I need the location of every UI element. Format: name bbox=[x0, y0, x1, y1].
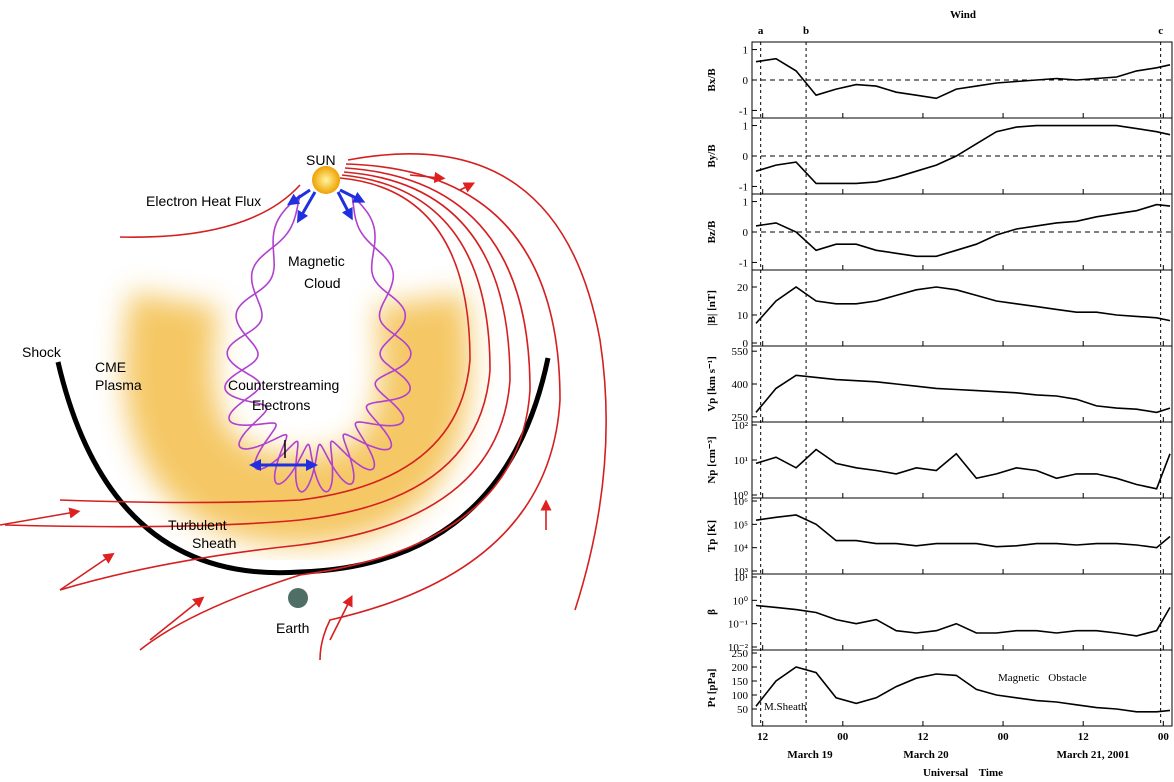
y-tick-label: 10⁰ bbox=[733, 490, 749, 502]
y-tick-label: -1 bbox=[739, 257, 748, 269]
y-tick-label: 10⁶ bbox=[733, 496, 748, 508]
annotation: Magnetic Obstacle bbox=[998, 672, 1087, 684]
label: SUN bbox=[306, 152, 336, 168]
panel-frame bbox=[751, 269, 1173, 347]
y-tick-label: 10⁰ bbox=[733, 595, 749, 607]
date-label: March 19 bbox=[787, 749, 833, 761]
shock-front bbox=[55, 357, 551, 576]
event-label: a bbox=[758, 25, 764, 37]
cme-diagram: SUN Electron Heat Flux Magnetic Cloud Sh… bbox=[0, 152, 607, 661]
y-tick-label: 10⁴ bbox=[733, 543, 748, 555]
y-tick-label: 0 bbox=[743, 151, 749, 163]
y-tick-label: -1 bbox=[739, 181, 748, 193]
panel-frame bbox=[751, 497, 1173, 575]
label: Magnetic bbox=[288, 253, 345, 269]
x-tick-label: 00 bbox=[1158, 731, 1170, 743]
x-tick-label: 12 bbox=[757, 731, 769, 743]
label: CME bbox=[95, 359, 126, 375]
y-tick-label: 10¹ bbox=[734, 572, 748, 584]
label: Plasma bbox=[95, 377, 142, 393]
y-tick-label: 200 bbox=[732, 662, 749, 674]
y-axis-label: Tp [K] bbox=[706, 520, 718, 552]
field-lines bbox=[0, 153, 607, 661]
y-tick-label: 550 bbox=[732, 346, 749, 358]
event-label: c bbox=[1158, 25, 1163, 37]
y-tick-label: 20 bbox=[737, 282, 749, 294]
data-line bbox=[755, 374, 1171, 414]
panel-frame bbox=[751, 345, 1173, 423]
y-axis-label: Np [cm⁻³] bbox=[706, 436, 718, 483]
chart-title: Wind bbox=[950, 9, 976, 21]
label: Electrons bbox=[252, 397, 310, 413]
label: Earth bbox=[276, 620, 309, 636]
wind-time-series: -1 0 1 Bx/B -1 0 1 By/B -1 0 1 Bz/B 0 10 20 |B| [nT] 250… bbox=[706, 9, 1173, 779]
y-tick-label: 1 bbox=[743, 121, 749, 133]
y-tick-label: -1 bbox=[739, 105, 748, 117]
data-line bbox=[755, 666, 1171, 713]
y-tick-label: 10⁻² bbox=[728, 642, 749, 654]
y-tick-label: 0 bbox=[743, 75, 749, 87]
y-tick-label: 1 bbox=[743, 197, 749, 209]
y-axis-label: Bx/B bbox=[706, 68, 718, 92]
y-axis-label: By/B bbox=[706, 144, 718, 168]
event-label: b bbox=[803, 25, 809, 37]
annotation: M.Sheath bbox=[764, 701, 807, 713]
panel-frame bbox=[751, 649, 1173, 727]
label: Turbulent bbox=[168, 517, 227, 533]
y-tick-label: 10¹ bbox=[734, 455, 748, 467]
data-line bbox=[755, 57, 1171, 100]
data-line bbox=[755, 514, 1171, 549]
label: Electron Heat Flux bbox=[146, 193, 261, 209]
data-line bbox=[755, 286, 1171, 324]
y-tick-label: 10⁻¹ bbox=[728, 619, 748, 631]
x-tick-label: 00 bbox=[998, 731, 1010, 743]
y-tick-label: 10 bbox=[737, 310, 749, 322]
y-tick-label: 0 bbox=[743, 338, 749, 350]
y-tick-label: 250 bbox=[732, 648, 749, 660]
label: Counterstreaming bbox=[228, 377, 339, 393]
y-axis-label: Vp [km s⁻¹] bbox=[706, 356, 718, 412]
y-tick-label: 150 bbox=[732, 676, 749, 688]
y-tick-label: 10⁵ bbox=[733, 519, 748, 531]
earth bbox=[288, 588, 308, 608]
y-tick-label: 50 bbox=[737, 704, 749, 716]
data-line bbox=[755, 203, 1171, 258]
label: Shock bbox=[22, 344, 62, 360]
x-axis-label: Universal Time bbox=[923, 767, 1003, 779]
y-axis-label: β bbox=[706, 609, 718, 615]
x-tick-label: 12 bbox=[1078, 731, 1090, 743]
y-tick-label: 1 bbox=[743, 45, 749, 57]
x-tick-label: 12 bbox=[917, 731, 929, 743]
electron-arrows bbox=[249, 188, 366, 471]
label: Sheath bbox=[192, 535, 236, 551]
y-tick-label: 10³ bbox=[734, 566, 749, 578]
x-tick-label: 00 bbox=[837, 731, 849, 743]
y-tick-label: 0 bbox=[743, 227, 749, 239]
date-label: March 20 bbox=[903, 749, 949, 761]
y-tick-label: 400 bbox=[732, 379, 749, 391]
data-line bbox=[755, 448, 1171, 490]
y-tick-label: 250 bbox=[732, 412, 749, 424]
data-line bbox=[755, 604, 1171, 637]
label: Cloud bbox=[304, 275, 341, 291]
y-axis-label: |B| [nT] bbox=[706, 290, 718, 326]
y-tick-label: 100 bbox=[732, 690, 749, 702]
date-label: March 21, 2001 bbox=[1057, 749, 1130, 761]
y-tick-label: 10² bbox=[734, 420, 749, 432]
y-axis-label: Pt [pPa] bbox=[706, 669, 718, 708]
sun bbox=[312, 166, 340, 194]
y-axis-label: Bz/B bbox=[706, 220, 718, 243]
data-line bbox=[755, 124, 1171, 185]
